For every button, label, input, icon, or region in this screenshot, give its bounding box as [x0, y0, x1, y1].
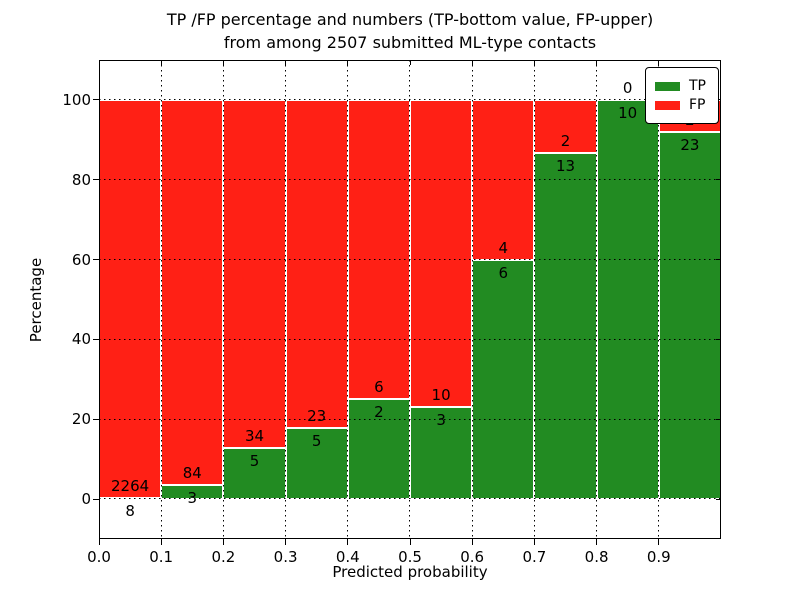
fp-count-label: 2264	[111, 476, 150, 495]
tp-count-label: 23	[680, 135, 700, 154]
fp-count-label: 84	[182, 464, 202, 483]
x-tick-mark-top	[160, 60, 162, 65]
x-gridline	[284, 60, 287, 539]
chart-title-line2: from among 2507 submitted ML-type contac…	[223, 33, 597, 52]
y-tick-label: 80	[71, 170, 91, 189]
fp-count-label: 2	[560, 132, 571, 151]
fp-bar-segment	[285, 99, 348, 428]
y-tick-label: 20	[71, 410, 91, 429]
y-tick-label: 40	[71, 330, 91, 349]
x-gridline	[409, 60, 412, 539]
x-tick-label: 0.8	[584, 548, 609, 566]
fp-count-label: 4	[498, 238, 509, 257]
x-tick-label: 0.7	[522, 548, 547, 566]
tp-count-label: 13	[555, 157, 576, 176]
chart-title: TP /FP percentage and numbers (TP-bottom…	[99, 8, 721, 54]
y-tick-mark	[93, 259, 99, 261]
fp-bar-segment	[223, 99, 286, 448]
x-tick-label: 0.2	[211, 548, 236, 566]
fp-count-label: 34	[244, 426, 265, 445]
x-tick-label: 0.6	[460, 548, 485, 566]
x-tick-label: 0.9	[646, 548, 671, 566]
tp-bar-segment	[534, 153, 597, 500]
y-tick-mark-right	[716, 338, 721, 340]
x-tick-mark-top	[409, 60, 411, 65]
fp-count-label: 0	[622, 78, 633, 97]
x-tick-mark	[98, 539, 100, 545]
tp-bar-segment	[658, 131, 721, 500]
y-tick-mark-right	[716, 418, 721, 420]
tp-count-label: 5	[311, 431, 322, 450]
y-tick-mark	[93, 179, 99, 181]
legend: TP FP	[645, 67, 719, 124]
x-tick-label: 0.3	[273, 548, 298, 566]
y-tick-mark	[93, 498, 99, 500]
legend-item-fp: FP	[655, 97, 706, 113]
legend-item-tp: TP	[655, 78, 706, 94]
fp-bar-segment	[99, 99, 162, 498]
tp-count-label: 2	[374, 403, 384, 422]
legend-label-fp: FP	[689, 97, 706, 113]
x-tick-mark-top	[347, 60, 349, 65]
x-tick-mark-top	[222, 60, 224, 65]
fp-count-label: 10	[431, 385, 451, 404]
fp-bar-segment	[161, 99, 224, 486]
x-tick-mark	[533, 539, 535, 545]
x-axis-label: Predicted probability	[332, 563, 488, 581]
x-tick-mark	[658, 539, 660, 545]
x-gridline	[347, 60, 350, 539]
tp-count-label: 10	[618, 103, 638, 122]
x-gridline	[595, 60, 598, 539]
y-tick-mark-right	[716, 259, 721, 261]
x-tick-mark	[160, 539, 162, 545]
x-tick-mark	[409, 539, 411, 545]
fp-count-label: 6	[374, 378, 384, 397]
x-tick-mark	[222, 539, 224, 545]
plot-area: 226488433452356210346213010223	[99, 60, 721, 539]
x-tick-mark-top	[533, 60, 535, 65]
x-gridline	[222, 60, 225, 539]
x-tick-mark	[471, 539, 473, 545]
x-tick-mark-top	[658, 60, 660, 65]
x-gridline	[160, 60, 163, 539]
y-tick-mark	[93, 418, 99, 420]
x-tick-mark	[596, 539, 598, 545]
fp-bar-segment	[410, 99, 473, 407]
fp-legend-swatch-icon	[655, 100, 680, 110]
chart-title-line1: TP /FP percentage and numbers (TP-bottom…	[166, 10, 654, 29]
fp-bar-segment	[347, 99, 410, 400]
x-tick-mark-top	[285, 60, 287, 65]
x-gridline	[658, 60, 661, 539]
y-tick-mark-right	[716, 498, 721, 500]
y-tick-label: 100	[62, 90, 91, 109]
x-tick-label: 0.1	[149, 548, 174, 566]
tp-legend-swatch-icon	[655, 81, 680, 91]
tp-count-label: 3	[187, 489, 198, 508]
x-tick-mark-top	[98, 60, 100, 65]
tp-count-label: 3	[436, 410, 446, 429]
x-tick-mark-top	[596, 60, 598, 65]
legend-label-tp: TP	[689, 78, 706, 94]
fp-count-label: 23	[307, 406, 327, 425]
y-tick-mark	[93, 99, 99, 101]
y-tick-mark	[93, 338, 99, 340]
x-tick-label: 0.0	[87, 548, 111, 566]
tp-bar-segment	[472, 259, 535, 500]
tp-bar-segment	[596, 99, 659, 500]
x-gridline	[471, 60, 474, 539]
x-tick-mark-top	[471, 60, 473, 65]
y-tick-mark-right	[716, 179, 721, 181]
x-gridline	[533, 60, 536, 539]
y-tick-label: 60	[71, 250, 91, 269]
tp-count-label: 8	[125, 501, 135, 520]
tp-count-label: 6	[498, 263, 509, 282]
x-tick-mark	[347, 539, 349, 545]
y-tick-label: 0	[81, 490, 91, 509]
tp-count-label: 5	[249, 451, 260, 470]
x-tick-label: 0.4	[335, 548, 360, 566]
x-tick-label: 0.5	[398, 548, 422, 566]
x-tick-mark	[285, 539, 287, 545]
